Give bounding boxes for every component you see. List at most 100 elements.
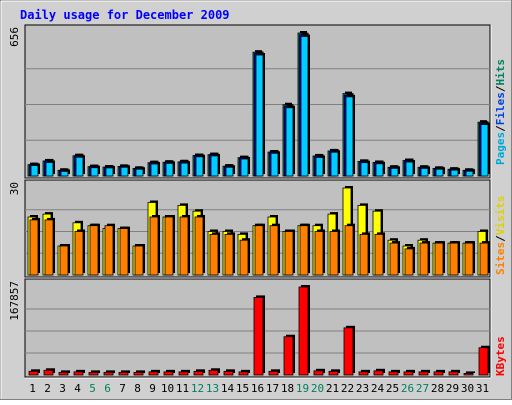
- legend-kbytes: KBytes: [494, 336, 507, 376]
- pages-bar: [420, 167, 429, 177]
- sites-bar: [59, 245, 69, 276]
- kbytes-bar: [418, 371, 429, 376]
- kbytes-bar: [208, 369, 219, 376]
- x-tick-label: 10: [161, 382, 174, 395]
- sites-bar: [464, 242, 474, 276]
- sites-bar: [89, 225, 99, 276]
- kbytes-bar: [133, 371, 144, 376]
- kbytes-bar: [373, 370, 384, 376]
- kbytes-bar: [43, 369, 54, 376]
- x-tick-label: 23: [356, 382, 369, 395]
- sites-bar: [44, 219, 54, 276]
- kbytes-bar: [433, 371, 444, 376]
- kbytes-bar-shadow: [121, 370, 130, 373]
- kbytes-bar: [178, 371, 189, 376]
- x-tick-label: 6: [104, 382, 111, 395]
- pages-bar: [285, 107, 294, 177]
- kbytes-bar-shadow: [391, 369, 400, 373]
- kbytes-bar: [118, 371, 129, 376]
- sites-bar: [404, 248, 414, 276]
- sites-bar: [194, 216, 204, 276]
- panel-hits-files-pages: 656: [8, 24, 492, 180]
- pages-bar: [135, 168, 144, 177]
- legend-entry: /: [494, 125, 507, 132]
- kbytes-bar: [448, 371, 459, 376]
- legend-entry: Visits: [494, 196, 507, 236]
- kbytes-bar: [388, 371, 399, 376]
- x-tick-label: 9: [149, 382, 156, 395]
- sites-bar: [149, 216, 159, 276]
- sites-bar: [449, 242, 459, 276]
- x-tick-label: 7: [119, 382, 126, 395]
- kbytes-bar-shadow: [181, 369, 190, 373]
- kbytes-bar: [193, 370, 204, 376]
- sites-bar: [119, 228, 129, 276]
- x-tick-label: 11: [176, 382, 189, 395]
- pages-bar: [150, 163, 159, 177]
- pages-bar: [315, 157, 324, 177]
- kbytes-bar-shadow: [61, 370, 70, 373]
- legend-entry: Sites: [494, 242, 507, 275]
- kbytes-bar-shadow: [241, 369, 250, 373]
- sites-bar: [299, 225, 309, 276]
- kbytes-bar-shadow: [421, 369, 430, 373]
- x-tick-label: 26: [401, 382, 414, 395]
- kbytes-bar: [283, 336, 294, 376]
- pages-bar: [30, 165, 39, 177]
- sites-bar: [134, 245, 144, 276]
- x-tick-label: 30: [461, 382, 474, 395]
- pages-bar: [450, 169, 459, 177]
- pages-bar: [270, 152, 279, 177]
- x-tick-label: 19: [296, 382, 309, 395]
- pages-bar: [405, 161, 414, 177]
- kbytes-bar-shadow: [136, 370, 145, 373]
- sites-bar: [164, 216, 174, 276]
- pages-bar: [435, 168, 444, 177]
- pages-bar: [345, 96, 354, 177]
- kbytes-bar: [478, 347, 489, 376]
- pages-bar: [480, 124, 489, 177]
- kbytes-bar-shadow: [76, 369, 85, 373]
- chart-panels: 656 30 167857: [8, 24, 492, 379]
- sites-bar: [359, 233, 369, 276]
- kbytes-bar: [223, 370, 234, 376]
- kbytes-bar: [238, 371, 249, 376]
- pages-bar: [225, 166, 234, 177]
- x-tick-label: 22: [341, 382, 354, 395]
- sites-bar: [29, 219, 39, 276]
- kbytes-bar-shadow: [451, 369, 460, 373]
- sites-bar: [374, 233, 384, 276]
- sites-bar: [224, 233, 234, 276]
- sites-bar: [239, 239, 249, 276]
- sites-bar: [74, 231, 84, 276]
- kbytes-bar: [328, 370, 339, 376]
- pages-bar: [90, 167, 99, 177]
- kbytes-bar: [103, 371, 114, 376]
- chart-title: Daily usage for December 2009: [20, 8, 230, 22]
- pages-bar: [255, 54, 264, 177]
- x-axis-labels: 1 2 3 4 5 6 7 8 9 10 11 12 13 14 15 16 17 18 19 20 21 22 23 24 2…: [29, 382, 489, 395]
- x-tick-label: 15: [236, 382, 249, 395]
- x-tick-label: 5: [89, 382, 96, 395]
- pages-bar: [60, 171, 69, 177]
- kbytes-bar: [268, 370, 279, 376]
- sites-bar: [344, 225, 354, 276]
- x-tick-label: 21: [326, 382, 339, 395]
- x-tick-label: 1: [29, 382, 36, 395]
- x-tick-label: 25: [386, 382, 399, 395]
- x-tick-label: 8: [134, 382, 141, 395]
- pages-bar: [360, 162, 369, 177]
- x-tick-label: 14: [221, 382, 235, 395]
- x-tick-label: 24: [371, 382, 385, 395]
- kbytes-bar: [313, 370, 324, 376]
- sites-bar: [254, 225, 264, 276]
- pages-bar: [390, 167, 399, 177]
- kbytes-bar: [253, 297, 264, 376]
- y-max-label: 30: [8, 182, 21, 195]
- pages-bar: [375, 163, 384, 177]
- sites-bar: [209, 233, 219, 276]
- y-max-label: 656: [8, 27, 21, 47]
- pages-bar: [465, 170, 474, 177]
